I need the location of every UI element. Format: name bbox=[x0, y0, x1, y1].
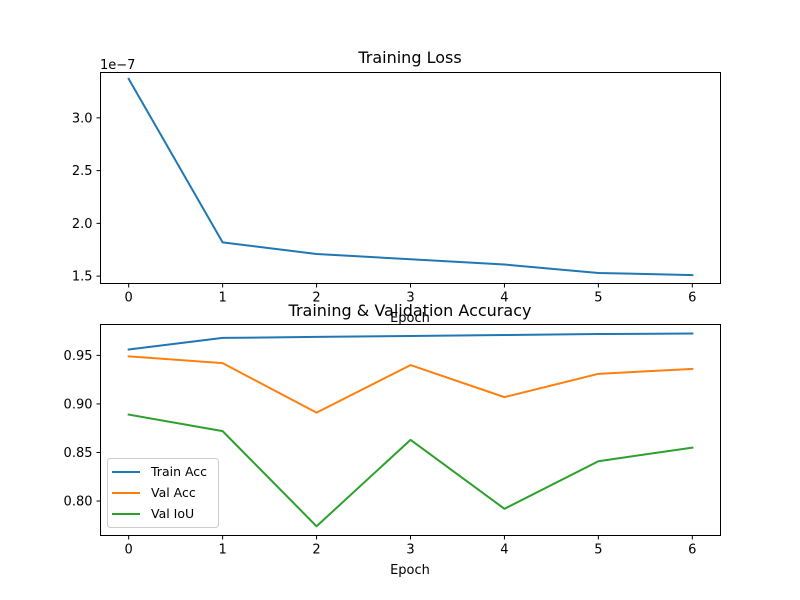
x-tick-label: 5 bbox=[594, 291, 602, 306]
legend-label: Val Acc bbox=[151, 485, 196, 500]
x-tick-label: 4 bbox=[500, 291, 508, 306]
legend-label: Val IoU bbox=[151, 506, 194, 521]
series-line-train-acc bbox=[127, 332, 694, 351]
loss-chart: Training Loss 1e−7 0 1 2 3 4 5 6 1.5 2.0 2.5 3.0 E… bbox=[72, 48, 721, 326]
x-tick-label: 3 bbox=[406, 291, 414, 306]
x-tick-label: 5 bbox=[594, 543, 602, 558]
x-tick-label: 6 bbox=[688, 543, 696, 558]
y-tick-label: 0.90 bbox=[64, 397, 93, 412]
legend-entry-val-iou: Val IoU bbox=[112, 506, 194, 521]
loss-ticks: 0 1 2 3 4 5 6 1.5 2.0 2.5 3.0 bbox=[72, 111, 697, 305]
legend: Train Acc Val Acc Val IoU bbox=[107, 458, 219, 528]
accuracy-axes-frame bbox=[100, 324, 721, 536]
loss-axes-frame bbox=[100, 72, 721, 284]
loss-lines bbox=[127, 77, 694, 277]
x-tick-label: 0 bbox=[125, 543, 133, 558]
x-tick-label: 3 bbox=[406, 543, 414, 558]
series-line-val-acc bbox=[127, 355, 694, 414]
accuracy-x-axis-label: Epoch bbox=[390, 563, 430, 578]
legend-entry-train-acc: Train Acc bbox=[112, 464, 207, 479]
series-line-val-iou bbox=[127, 413, 694, 528]
x-tick-label: 1 bbox=[218, 291, 226, 306]
x-tick-label: 0 bbox=[125, 291, 133, 306]
x-tick-label: 4 bbox=[500, 543, 508, 558]
x-tick-label: 6 bbox=[688, 291, 696, 306]
accuracy-chart-title: Training & Validation Accuracy bbox=[288, 301, 532, 320]
accuracy-lines bbox=[127, 332, 694, 528]
y-tick-label: 1.5 bbox=[72, 270, 93, 285]
accuracy-chart: Training & Validation Accuracy 0 1 2 3 4 5 6 0.… bbox=[64, 301, 721, 578]
loss-offset-text: 1e−7 bbox=[100, 58, 135, 73]
x-tick-label: 2 bbox=[312, 291, 320, 306]
y-tick-label: 3.0 bbox=[72, 111, 93, 126]
legend-box bbox=[107, 458, 219, 528]
series-line-loss bbox=[127, 77, 694, 277]
loss-x-axis-label: Epoch bbox=[390, 311, 430, 326]
x-tick-label: 1 bbox=[218, 543, 226, 558]
y-tick-label: 2.0 bbox=[72, 217, 93, 232]
y-tick-label: 0.95 bbox=[64, 349, 93, 364]
legend-label: Train Acc bbox=[150, 464, 207, 479]
accuracy-ticks: 0 1 2 3 4 5 6 0.80 0.85 0.90 0.95 bbox=[64, 349, 697, 558]
y-tick-label: 2.5 bbox=[72, 164, 93, 179]
x-tick-label: 2 bbox=[312, 543, 320, 558]
loss-chart-title: Training Loss bbox=[357, 48, 461, 67]
y-tick-label: 0.80 bbox=[64, 495, 93, 510]
legend-entry-val-acc: Val Acc bbox=[112, 485, 196, 500]
y-tick-label: 0.85 bbox=[64, 446, 93, 461]
